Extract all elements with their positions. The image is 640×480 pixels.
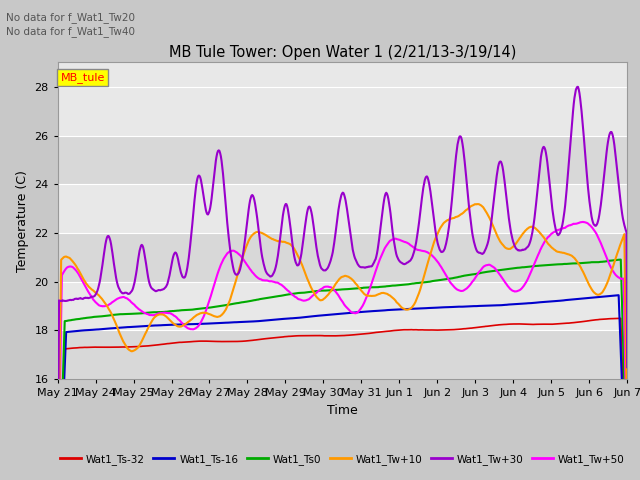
Y-axis label: Temperature (C): Temperature (C) bbox=[16, 170, 29, 272]
Bar bbox=[58, 135, 627, 184]
Text: MB_tule: MB_tule bbox=[60, 72, 105, 83]
Bar bbox=[58, 233, 627, 282]
Bar bbox=[58, 330, 627, 379]
Bar bbox=[58, 87, 627, 135]
Legend: Wat1_Ts-32, Wat1_Ts-16, Wat1_Ts0, Wat1_Tw+10, Wat1_Tw+30, Wat1_Tw+50: Wat1_Ts-32, Wat1_Ts-16, Wat1_Ts0, Wat1_T… bbox=[56, 450, 629, 469]
Title: MB Tule Tower: Open Water 1 (2/21/13-3/19/14): MB Tule Tower: Open Water 1 (2/21/13-3/1… bbox=[169, 45, 516, 60]
Bar bbox=[58, 282, 627, 330]
Text: No data for f_Wat1_Tw20: No data for f_Wat1_Tw20 bbox=[6, 12, 136, 23]
Bar bbox=[58, 184, 627, 233]
Text: No data for f_Wat1_Tw40: No data for f_Wat1_Tw40 bbox=[6, 26, 136, 37]
X-axis label: Time: Time bbox=[327, 404, 358, 417]
